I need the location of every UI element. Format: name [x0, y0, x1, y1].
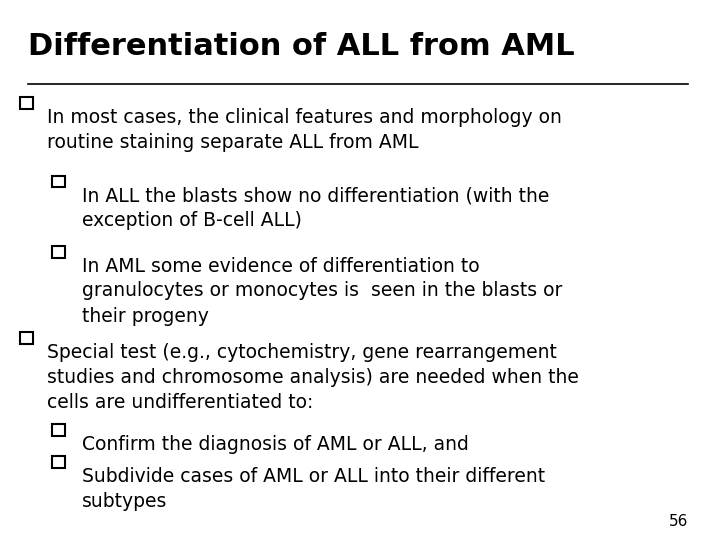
FancyBboxPatch shape [52, 424, 65, 436]
FancyBboxPatch shape [52, 176, 65, 187]
Text: In most cases, the clinical features and morphology on
routine staining separate: In most cases, the clinical features and… [47, 108, 562, 152]
FancyBboxPatch shape [20, 332, 32, 344]
Text: In AML some evidence of differentiation to
granulocytes or monocytes is  seen in: In AML some evidence of differentiation … [82, 256, 562, 326]
FancyBboxPatch shape [52, 246, 65, 258]
FancyBboxPatch shape [52, 456, 65, 468]
Text: Differentiation of ALL from AML: Differentiation of ALL from AML [28, 32, 575, 62]
Text: In ALL the blasts show no differentiation (with the
exception of B-cell ALL): In ALL the blasts show no differentiatio… [82, 186, 549, 230]
Text: 56: 56 [668, 514, 688, 529]
Text: Confirm the diagnosis of AML or ALL, and: Confirm the diagnosis of AML or ALL, and [82, 435, 469, 454]
Text: Special test (e.g., cytochemistry, gene rearrangement
studies and chromosome ana: Special test (e.g., cytochemistry, gene … [47, 343, 579, 412]
Text: Subdivide cases of AML or ALL into their different
subtypes: Subdivide cases of AML or ALL into their… [82, 467, 545, 511]
FancyBboxPatch shape [20, 97, 32, 109]
